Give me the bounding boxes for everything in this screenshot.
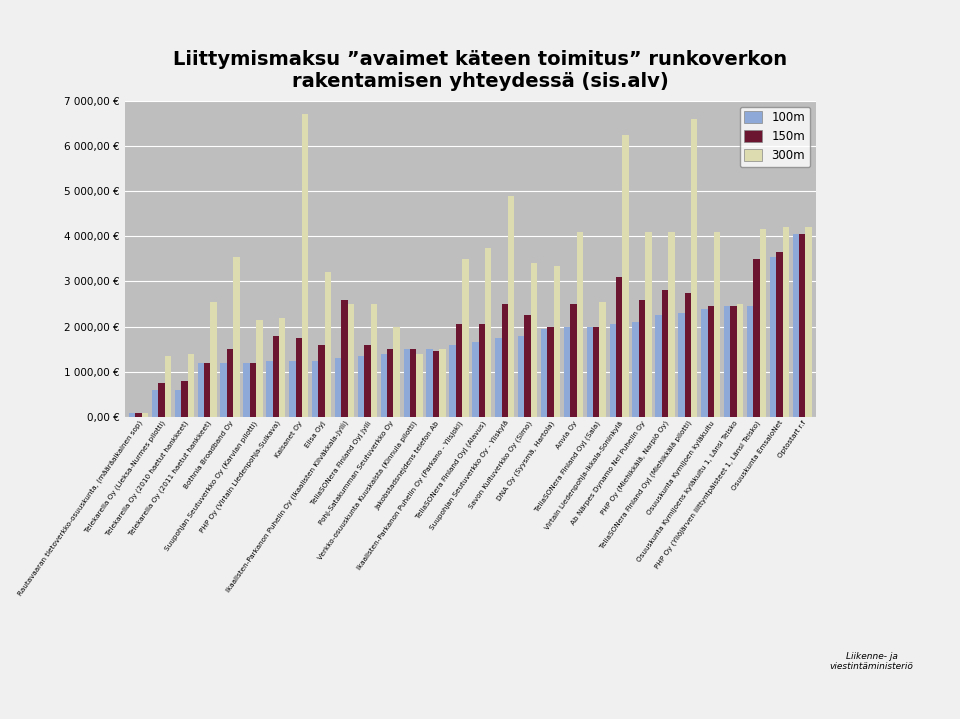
Bar — [495, 338, 501, 417]
Bar — [570, 304, 577, 417]
Bar — [747, 306, 754, 417]
Bar — [426, 349, 433, 417]
Bar — [175, 390, 181, 417]
Bar — [243, 363, 250, 417]
Bar — [440, 349, 445, 417]
Bar — [142, 413, 148, 417]
Bar — [302, 114, 308, 417]
Bar — [129, 413, 135, 417]
Bar — [501, 304, 508, 417]
Bar — [266, 360, 273, 417]
Bar — [472, 342, 479, 417]
Bar — [273, 336, 279, 417]
Bar — [616, 277, 622, 417]
Bar — [793, 234, 799, 417]
Bar — [564, 326, 570, 417]
Bar — [737, 304, 743, 417]
Bar — [633, 322, 638, 417]
Bar — [714, 232, 720, 417]
Bar — [799, 234, 805, 417]
Bar — [410, 349, 417, 417]
Bar — [638, 300, 645, 417]
Bar — [181, 381, 187, 417]
Bar — [531, 263, 538, 417]
Bar — [387, 349, 394, 417]
Bar — [221, 363, 227, 417]
Bar — [187, 354, 194, 417]
Bar — [622, 134, 629, 417]
Bar — [348, 304, 354, 417]
Bar — [364, 344, 371, 417]
Bar — [433, 352, 440, 417]
Bar — [554, 265, 560, 417]
Bar — [479, 324, 485, 417]
Bar — [678, 313, 684, 417]
Bar — [661, 290, 668, 417]
Bar — [599, 302, 606, 417]
Bar — [449, 344, 456, 417]
Bar — [164, 356, 171, 417]
Bar — [540, 329, 547, 417]
Bar — [296, 338, 302, 417]
Bar — [233, 257, 240, 417]
Bar — [279, 318, 285, 417]
Bar — [394, 326, 400, 417]
Bar — [645, 232, 652, 417]
Bar — [668, 232, 675, 417]
Text: Liittymismaksu ”avaimet käteen toimitus” runkoverkon
rakentamisen yhteydessä (si: Liittymismaksu ”avaimet käteen toimitus”… — [173, 50, 787, 91]
Bar — [204, 363, 210, 417]
Bar — [250, 363, 256, 417]
Bar — [210, 302, 217, 417]
Bar — [319, 344, 324, 417]
Bar — [524, 316, 531, 417]
Bar — [701, 308, 708, 417]
Bar — [777, 252, 782, 417]
Bar — [403, 349, 410, 417]
Bar — [335, 358, 342, 417]
Bar — [312, 360, 319, 417]
Bar — [462, 259, 468, 417]
Bar — [770, 257, 777, 417]
Bar — [759, 229, 766, 417]
Bar — [610, 324, 616, 417]
Bar — [371, 304, 377, 417]
Bar — [587, 326, 593, 417]
Bar — [508, 196, 515, 417]
Bar — [708, 306, 714, 417]
Bar — [324, 273, 331, 417]
Bar — [198, 363, 204, 417]
Bar — [684, 293, 691, 417]
Bar — [256, 320, 263, 417]
Bar — [547, 326, 554, 417]
Bar — [152, 390, 158, 417]
Bar — [691, 119, 698, 417]
Legend: 100m, 150m, 300m: 100m, 150m, 300m — [740, 106, 810, 167]
Bar — [485, 247, 492, 417]
Bar — [782, 227, 789, 417]
Bar — [135, 413, 142, 417]
Bar — [158, 383, 164, 417]
Bar — [417, 354, 422, 417]
Text: Liikenne- ja
viestintäministeriö: Liikenne- ja viestintäministeriö — [829, 652, 914, 671]
Bar — [358, 356, 364, 417]
Bar — [577, 232, 583, 417]
Bar — [518, 336, 524, 417]
Bar — [593, 326, 599, 417]
Bar — [227, 349, 233, 417]
Bar — [805, 227, 812, 417]
Bar — [289, 360, 296, 417]
Bar — [381, 354, 387, 417]
Bar — [342, 300, 348, 417]
Bar — [754, 259, 759, 417]
Bar — [456, 324, 462, 417]
Bar — [656, 316, 661, 417]
Bar — [724, 306, 731, 417]
Bar — [731, 306, 737, 417]
